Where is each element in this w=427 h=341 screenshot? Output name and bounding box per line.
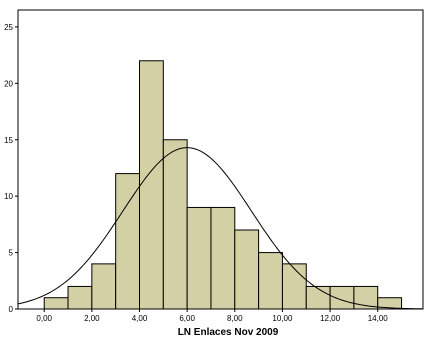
histogram-bar	[139, 60, 164, 310]
x-tick-label: 6,00	[179, 314, 195, 323]
histogram-bar	[234, 229, 260, 310]
histogram-bar	[305, 285, 331, 310]
y-tick-label: 0	[9, 305, 14, 314]
histogram-bar	[329, 285, 355, 310]
histogram-bar	[258, 252, 283, 310]
x-axis-title: LN Enlaces Nov 2009	[178, 327, 279, 338]
histogram-bar	[186, 206, 212, 310]
y-tick-label: 15	[4, 136, 13, 145]
histogram-bars	[43, 60, 403, 310]
histogram-bar	[210, 206, 236, 310]
x-tick-label: 2,00	[84, 314, 100, 323]
histogram-bar	[115, 173, 140, 310]
histogram-bar	[281, 263, 307, 310]
y-tick-label: 20	[4, 79, 13, 88]
x-tick-label: 8,00	[227, 314, 243, 323]
x-tick-label: 12,00	[320, 314, 341, 323]
histogram-bar	[91, 263, 117, 310]
x-axis: 0,00 2,00 4,00 6,00 8,00 10,00 12,00 14,00	[36, 309, 388, 323]
y-axis: 0 5 10 15 20 25	[4, 23, 18, 314]
x-tick-label: 0,00	[36, 314, 52, 323]
histogram-bar	[43, 297, 69, 310]
histogram-bar	[162, 139, 188, 310]
normal-curve	[17, 147, 424, 310]
x-tick-label: 14,00	[368, 314, 389, 323]
y-tick-label: 10	[4, 192, 13, 201]
histogram-bar	[67, 285, 93, 310]
y-tick-label: 25	[4, 23, 13, 32]
plot-frame	[17, 9, 424, 310]
x-tick-label: 10,00	[272, 314, 293, 323]
y-tick-label: 5	[9, 249, 14, 258]
x-tick-label: 4,00	[132, 314, 148, 323]
